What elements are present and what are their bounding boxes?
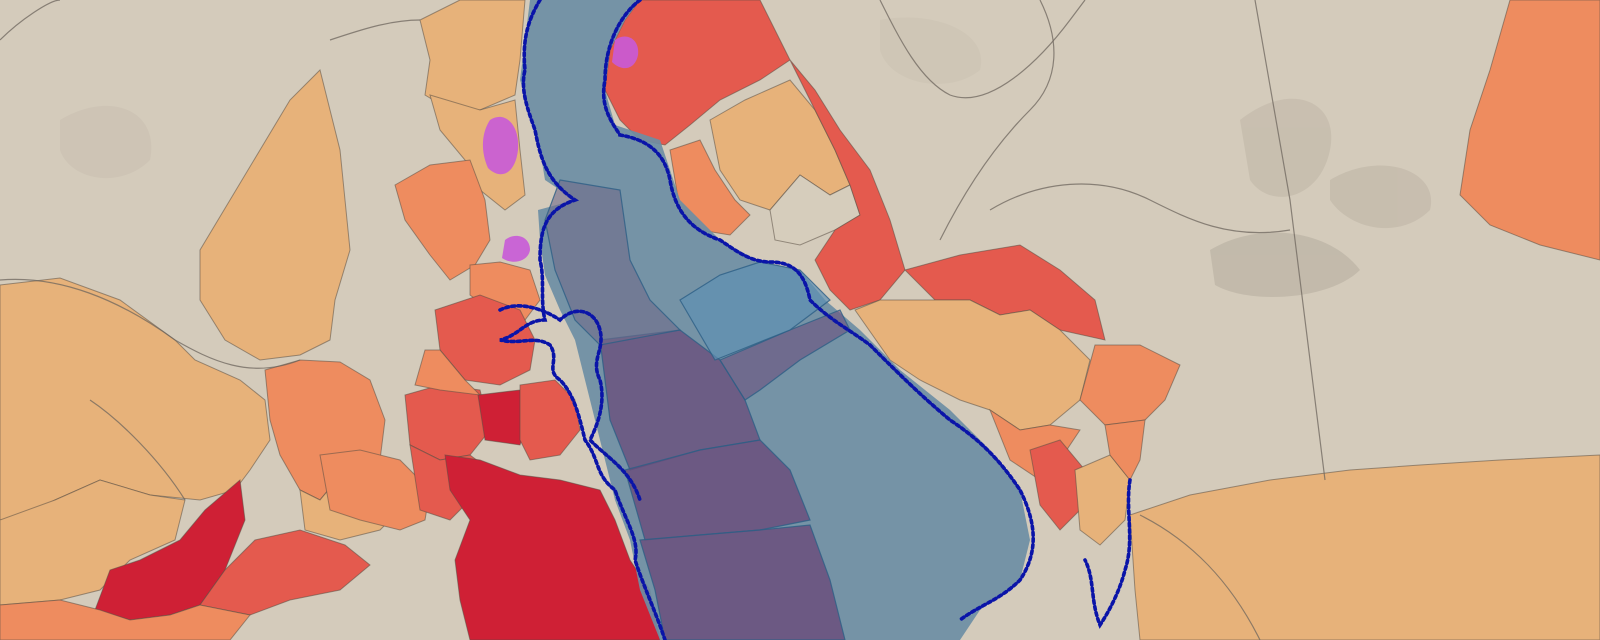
- tract-east-high-north[interactable]: [604, 0, 791, 146]
- tract-medium-1[interactable]: [394, 159, 491, 281]
- tract-east-medium-4[interactable]: [1104, 419, 1146, 481]
- flood-zone-mid[interactable]: [544, 179, 682, 346]
- tract-west-north[interactable]: [419, 0, 526, 111]
- coastline-boundary: [498, 0, 1132, 640]
- boundary-west-marsh: [498, 304, 642, 502]
- water-layer: [520, 0, 1030, 640]
- flood-zone-east[interactable]: [719, 309, 851, 401]
- special-area-2[interactable]: [502, 235, 530, 262]
- tract-veryhigh-1[interactable]: [477, 389, 526, 446]
- flood-zone-channel[interactable]: [679, 261, 831, 361]
- basemap-texture: [60, 17, 1432, 297]
- tract-medium-6[interactable]: [0, 599, 251, 640]
- tract-east-medium-2[interactable]: [1079, 344, 1181, 426]
- boundary-west: [499, 0, 667, 640]
- special-area-1[interactable]: [482, 116, 519, 175]
- road-network: [0, 0, 1326, 640]
- special-area-3[interactable]: [612, 36, 639, 69]
- tract-far-east-medium[interactable]: [1459, 0, 1600, 261]
- tract-high-3[interactable]: [519, 379, 581, 461]
- tract-west-hill[interactable]: [199, 69, 351, 361]
- tract-high-5[interactable]: [199, 529, 371, 616]
- tract-east-high-strip[interactable]: [789, 59, 906, 311]
- boundary-east-south: [1083, 478, 1132, 629]
- tract-east-south[interactable]: [1129, 454, 1600, 640]
- boundary-east: [601, 0, 1035, 622]
- flood-zone-deep-3[interactable]: [639, 524, 846, 640]
- tract-medium-4[interactable]: [319, 449, 431, 531]
